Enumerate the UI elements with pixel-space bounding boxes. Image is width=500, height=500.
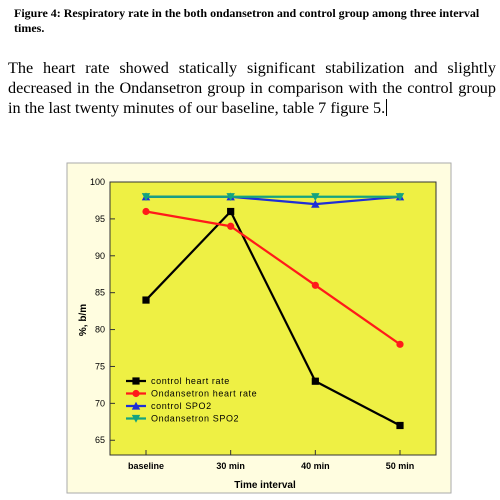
figure-caption: Figure 4: Respiratory rate in the both o…: [14, 6, 480, 35]
series-layer: [141, 192, 405, 430]
series-1: [142, 207, 404, 348]
series-3: [141, 193, 405, 201]
data-point: [131, 414, 141, 423]
legend-label: Ondansetron heart rate: [151, 389, 257, 399]
data-point: [396, 421, 404, 430]
plot-area: [109, 181, 437, 456]
y-tick-label: 100: [90, 177, 105, 187]
data-point: [227, 207, 235, 216]
data-point: [311, 193, 320, 201]
data-point: [395, 193, 405, 201]
x-tick-label: 30 min: [216, 461, 245, 471]
y-tick-label: 65: [95, 435, 105, 445]
data-point: [142, 207, 150, 216]
body-paragraph: The heart rate showed statically signifi…: [8, 58, 496, 118]
y-axis-title: %, b/m: [78, 304, 89, 336]
series-line: [145, 210, 401, 346]
x-axis: baseline 30 min 40 min 50 min: [128, 450, 414, 471]
y-tick-label: 90: [95, 251, 105, 261]
legend-label: control SPO2: [151, 401, 212, 411]
x-tick-label: 40 min: [301, 461, 330, 471]
series-line: [145, 210, 401, 427]
data-point: [132, 389, 140, 398]
x-axis-title: Time interval: [234, 480, 296, 491]
y-tick-label: 95: [95, 214, 105, 224]
series-0: [142, 207, 404, 430]
data-point: [311, 281, 319, 289]
y-tick-label: 80: [95, 325, 105, 335]
x-tick-label: 50 min: [386, 461, 415, 471]
y-axis: 65 70 75 80 85 90 95 100: [90, 177, 115, 445]
data-point: [311, 199, 320, 208]
data-point: [311, 377, 319, 385]
legend: control heart rate Ondansetron heart rate…: [126, 376, 257, 424]
text-cursor: [386, 99, 388, 116]
y-tick-label: 85: [95, 288, 105, 298]
data-point: [142, 296, 150, 304]
y-tick-label: 75: [95, 361, 105, 371]
body-paragraph-text: The heart rate showed statically signifi…: [8, 59, 496, 117]
x-tick-label: baseline: [128, 461, 164, 471]
data-point: [226, 193, 235, 201]
legend-label: Ondansetron SPO2: [151, 414, 239, 424]
data-point: [227, 222, 235, 230]
data-point: [131, 401, 141, 410]
data-point: [396, 340, 404, 348]
legend-label: control heart rate: [151, 376, 230, 386]
y-tick-label: 70: [95, 398, 105, 408]
data-point: [141, 193, 151, 201]
data-point: [132, 377, 140, 385]
